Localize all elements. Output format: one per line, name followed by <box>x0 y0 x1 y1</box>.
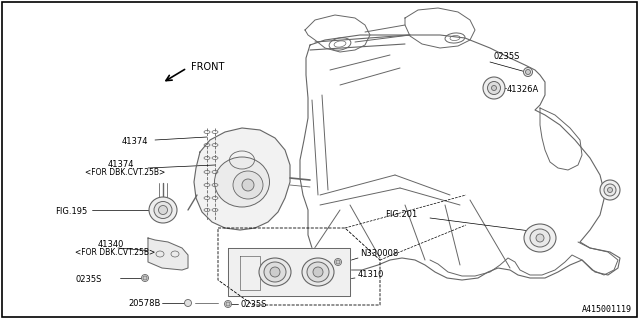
Text: 41310: 41310 <box>358 270 385 279</box>
Ellipse shape <box>492 85 497 91</box>
Ellipse shape <box>313 267 323 277</box>
Ellipse shape <box>536 234 544 242</box>
Ellipse shape <box>488 82 500 94</box>
Ellipse shape <box>242 179 254 191</box>
Text: FIG.201: FIG.201 <box>385 210 417 219</box>
Text: 0235S: 0235S <box>240 300 266 309</box>
Ellipse shape <box>524 68 532 76</box>
Ellipse shape <box>336 260 340 264</box>
Ellipse shape <box>225 300 232 308</box>
Ellipse shape <box>483 77 505 99</box>
Ellipse shape <box>307 262 329 282</box>
Ellipse shape <box>214 157 269 207</box>
Polygon shape <box>228 248 350 296</box>
Text: A415001119: A415001119 <box>582 305 632 314</box>
Text: 0235S: 0235S <box>75 275 101 284</box>
Ellipse shape <box>600 180 620 200</box>
Ellipse shape <box>143 276 147 280</box>
Ellipse shape <box>264 262 286 282</box>
Text: <FOR DBK.CVT.25B>: <FOR DBK.CVT.25B> <box>85 168 165 177</box>
Text: 41326A: 41326A <box>507 85 540 94</box>
Ellipse shape <box>524 224 556 252</box>
Ellipse shape <box>233 171 263 199</box>
Ellipse shape <box>525 69 531 75</box>
Text: 41340: 41340 <box>98 240 124 249</box>
Text: 20578B: 20578B <box>128 299 161 308</box>
Ellipse shape <box>259 258 291 286</box>
Text: FIG.195: FIG.195 <box>55 207 87 216</box>
Ellipse shape <box>335 259 342 266</box>
Ellipse shape <box>530 229 550 247</box>
Polygon shape <box>194 128 290 230</box>
Ellipse shape <box>607 188 612 193</box>
Text: N330008: N330008 <box>360 249 398 258</box>
Ellipse shape <box>159 205 168 214</box>
Text: FRONT: FRONT <box>191 62 225 72</box>
Text: 41374: 41374 <box>122 137 148 146</box>
Ellipse shape <box>270 267 280 277</box>
Ellipse shape <box>149 197 177 223</box>
Ellipse shape <box>154 202 172 219</box>
Text: <FOR DBK.CVT.25B>: <FOR DBK.CVT.25B> <box>75 248 156 257</box>
Polygon shape <box>148 238 188 270</box>
Ellipse shape <box>302 258 334 286</box>
Ellipse shape <box>604 184 616 196</box>
Ellipse shape <box>184 300 191 307</box>
Text: 41374: 41374 <box>108 160 134 169</box>
Text: 0235S: 0235S <box>493 52 520 61</box>
Ellipse shape <box>141 275 148 282</box>
Ellipse shape <box>226 302 230 306</box>
